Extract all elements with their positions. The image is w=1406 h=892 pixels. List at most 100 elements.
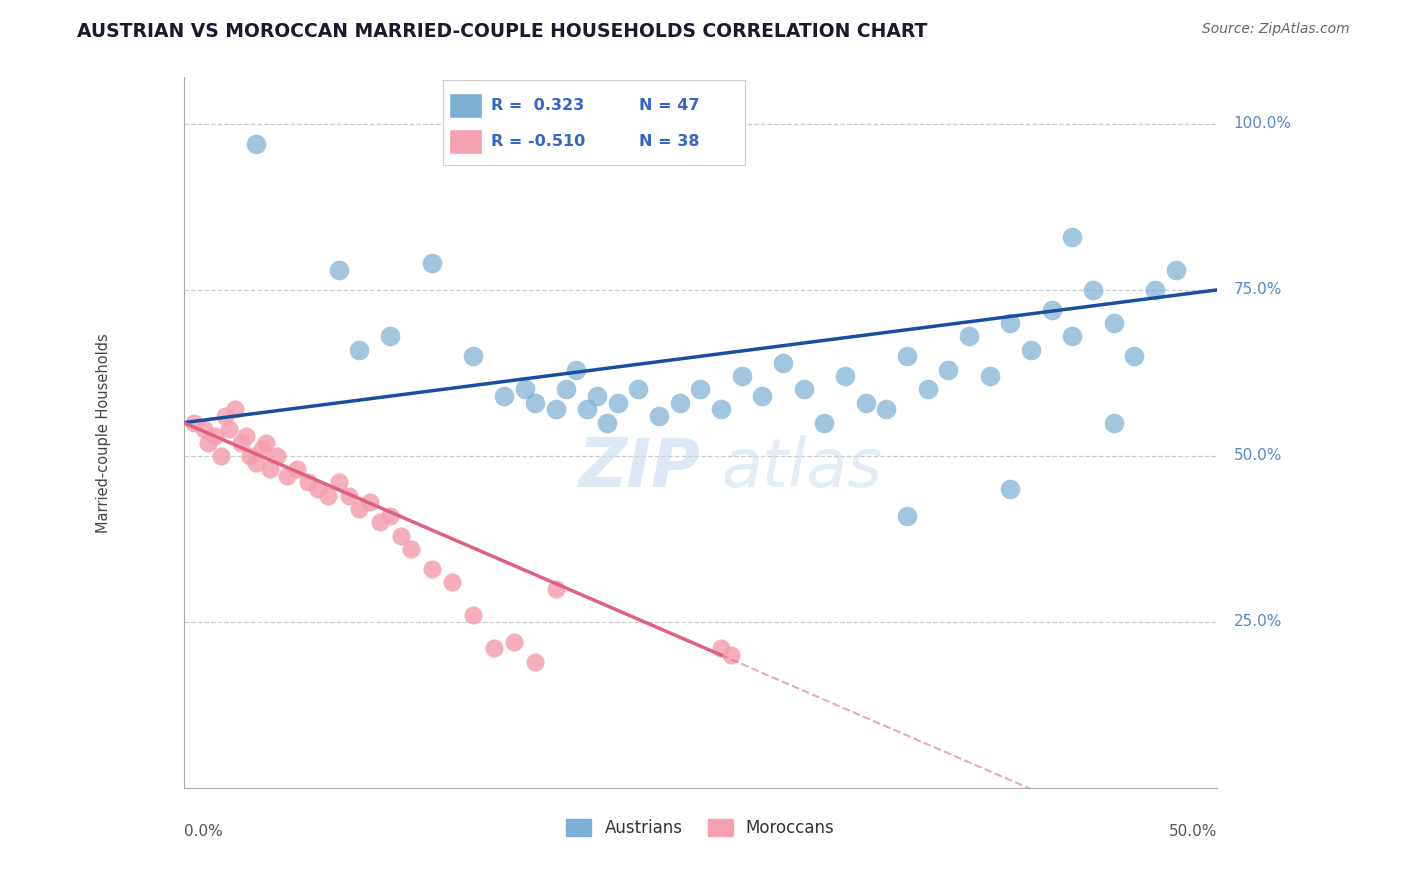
Point — [359, 495, 381, 509]
Point — [606, 396, 628, 410]
Point — [441, 574, 464, 589]
Point — [193, 422, 215, 436]
Point — [524, 396, 547, 410]
Point — [524, 655, 547, 669]
Point — [596, 416, 619, 430]
Point — [276, 468, 298, 483]
Point — [307, 482, 329, 496]
Point — [245, 456, 267, 470]
Point — [834, 369, 856, 384]
Point — [1102, 416, 1125, 430]
Point — [231, 435, 253, 450]
Text: 25.0%: 25.0% — [1233, 615, 1282, 630]
Point — [297, 475, 319, 490]
Point — [813, 416, 835, 430]
Point — [492, 389, 515, 403]
Point — [461, 608, 484, 623]
Text: R = -0.510: R = -0.510 — [491, 134, 585, 149]
Point — [1144, 283, 1167, 297]
Text: AUSTRIAN VS MOROCCAN MARRIED-COUPLE HOUSEHOLDS CORRELATION CHART: AUSTRIAN VS MOROCCAN MARRIED-COUPLE HOUS… — [77, 22, 928, 41]
Point — [710, 641, 733, 656]
Point — [420, 562, 443, 576]
Point — [349, 502, 371, 516]
Point — [575, 402, 598, 417]
Text: Married-couple Households: Married-couple Households — [96, 333, 111, 533]
Point — [380, 508, 402, 523]
Point — [235, 429, 257, 443]
Point — [513, 383, 536, 397]
Point — [689, 383, 711, 397]
Point — [1123, 349, 1146, 363]
Point — [183, 416, 205, 430]
Point — [239, 449, 262, 463]
Text: N = 47: N = 47 — [640, 98, 700, 113]
Point — [482, 641, 505, 656]
Point — [503, 634, 526, 648]
Point — [1062, 229, 1084, 244]
Point — [627, 383, 650, 397]
Point — [328, 475, 350, 490]
Text: 0.0%: 0.0% — [184, 824, 222, 839]
Point — [1000, 316, 1022, 330]
Point — [668, 396, 690, 410]
Text: N = 38: N = 38 — [640, 134, 700, 149]
Point — [420, 256, 443, 270]
Point — [544, 582, 567, 596]
Legend: Austrians, Moroccans: Austrians, Moroccans — [560, 812, 841, 844]
Point — [318, 489, 340, 503]
Text: atlas: atlas — [721, 435, 882, 501]
Text: 50.0%: 50.0% — [1168, 824, 1218, 839]
Point — [214, 409, 236, 423]
Point — [586, 389, 609, 403]
Point — [793, 383, 815, 397]
Text: Source: ZipAtlas.com: Source: ZipAtlas.com — [1202, 22, 1350, 37]
Point — [254, 435, 277, 450]
Point — [555, 383, 578, 397]
Point — [772, 356, 794, 370]
Point — [1102, 316, 1125, 330]
FancyBboxPatch shape — [449, 129, 482, 154]
Point — [328, 263, 350, 277]
Point — [1062, 329, 1084, 343]
Text: 50.0%: 50.0% — [1233, 449, 1282, 463]
Point — [461, 349, 484, 363]
Point — [209, 449, 232, 463]
Point — [710, 402, 733, 417]
Point — [979, 369, 1001, 384]
Text: R =  0.323: R = 0.323 — [491, 98, 585, 113]
Point — [917, 383, 939, 397]
Point — [648, 409, 671, 423]
Point — [250, 442, 273, 457]
Point — [1040, 302, 1063, 317]
Point — [896, 508, 918, 523]
Point — [1164, 263, 1187, 277]
Point — [957, 329, 980, 343]
Text: ZIP: ZIP — [578, 435, 700, 501]
Point — [266, 449, 288, 463]
Point — [245, 136, 267, 151]
Point — [224, 402, 246, 417]
Point — [218, 422, 240, 436]
Point — [380, 329, 402, 343]
Point — [204, 429, 226, 443]
Point — [349, 343, 371, 357]
Point — [731, 369, 754, 384]
Point — [399, 541, 422, 556]
Point — [938, 362, 960, 376]
Point — [285, 462, 308, 476]
FancyBboxPatch shape — [449, 93, 482, 119]
Point — [896, 349, 918, 363]
Point — [259, 462, 281, 476]
Point — [1019, 343, 1042, 357]
Point — [544, 402, 567, 417]
Point — [875, 402, 897, 417]
Point — [197, 435, 219, 450]
Point — [855, 396, 877, 410]
Point — [368, 516, 391, 530]
Point — [1081, 283, 1104, 297]
Point — [565, 362, 588, 376]
Point — [389, 528, 412, 542]
Point — [720, 648, 742, 662]
Text: 75.0%: 75.0% — [1233, 283, 1282, 297]
Text: 100.0%: 100.0% — [1233, 117, 1292, 131]
